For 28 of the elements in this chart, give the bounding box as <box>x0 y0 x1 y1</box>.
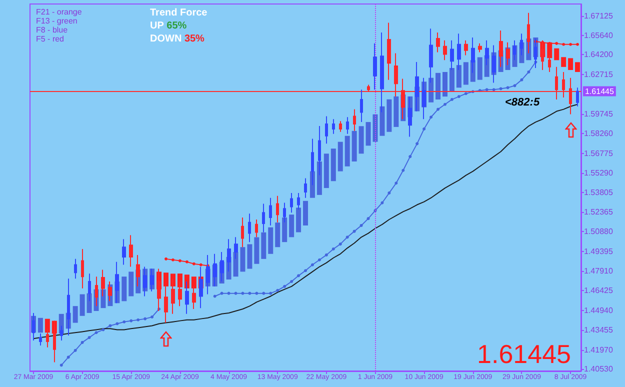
annotation: F21 - orange <box>36 8 82 16</box>
y-tick-label: 1.53805 <box>584 188 614 198</box>
annotation: F8 - blue <box>36 26 68 34</box>
annotation: UP 65% <box>150 20 187 32</box>
annotation: F13 - green <box>36 16 78 26</box>
y-tick-label: 1.47910 <box>584 266 614 276</box>
y-tick-label: 1.56775 <box>584 148 614 158</box>
y-tick-label: 1.50880 <box>584 227 614 236</box>
y-tick-label: 1.44940 <box>584 306 614 315</box>
y-tick-label: 1.58260 <box>584 129 614 138</box>
y-tick-label: 1.67125 <box>584 11 614 20</box>
y-tick-label: 1.52365 <box>584 207 614 216</box>
y-tick-label: 1.49395 <box>584 246 614 256</box>
annotation: Trend Force <box>150 8 208 18</box>
annotation: 1.61445 <box>477 339 571 369</box>
y-tick-label: 1.65640 <box>584 31 614 40</box>
y-tick-label: 1.55290 <box>584 168 614 178</box>
annotation: F5 - red <box>36 34 64 44</box>
annotation: DOWN 35% <box>150 34 205 44</box>
y-tick-label: 1.40530 <box>584 364 614 374</box>
annotation: <882:5 <box>505 96 540 108</box>
y-tick-label: 1.62715 <box>584 70 614 79</box>
y-tick-label: 1.59745 <box>584 109 614 118</box>
y-tick-label: 1.64200 <box>584 50 614 60</box>
y-tick-label: 1.41970 <box>584 345 614 354</box>
ref-line-label: 1.61445 <box>585 86 614 96</box>
y-tick-label: 1.46425 <box>584 286 614 296</box>
y-tick-label: 1.43455 <box>584 326 614 335</box>
